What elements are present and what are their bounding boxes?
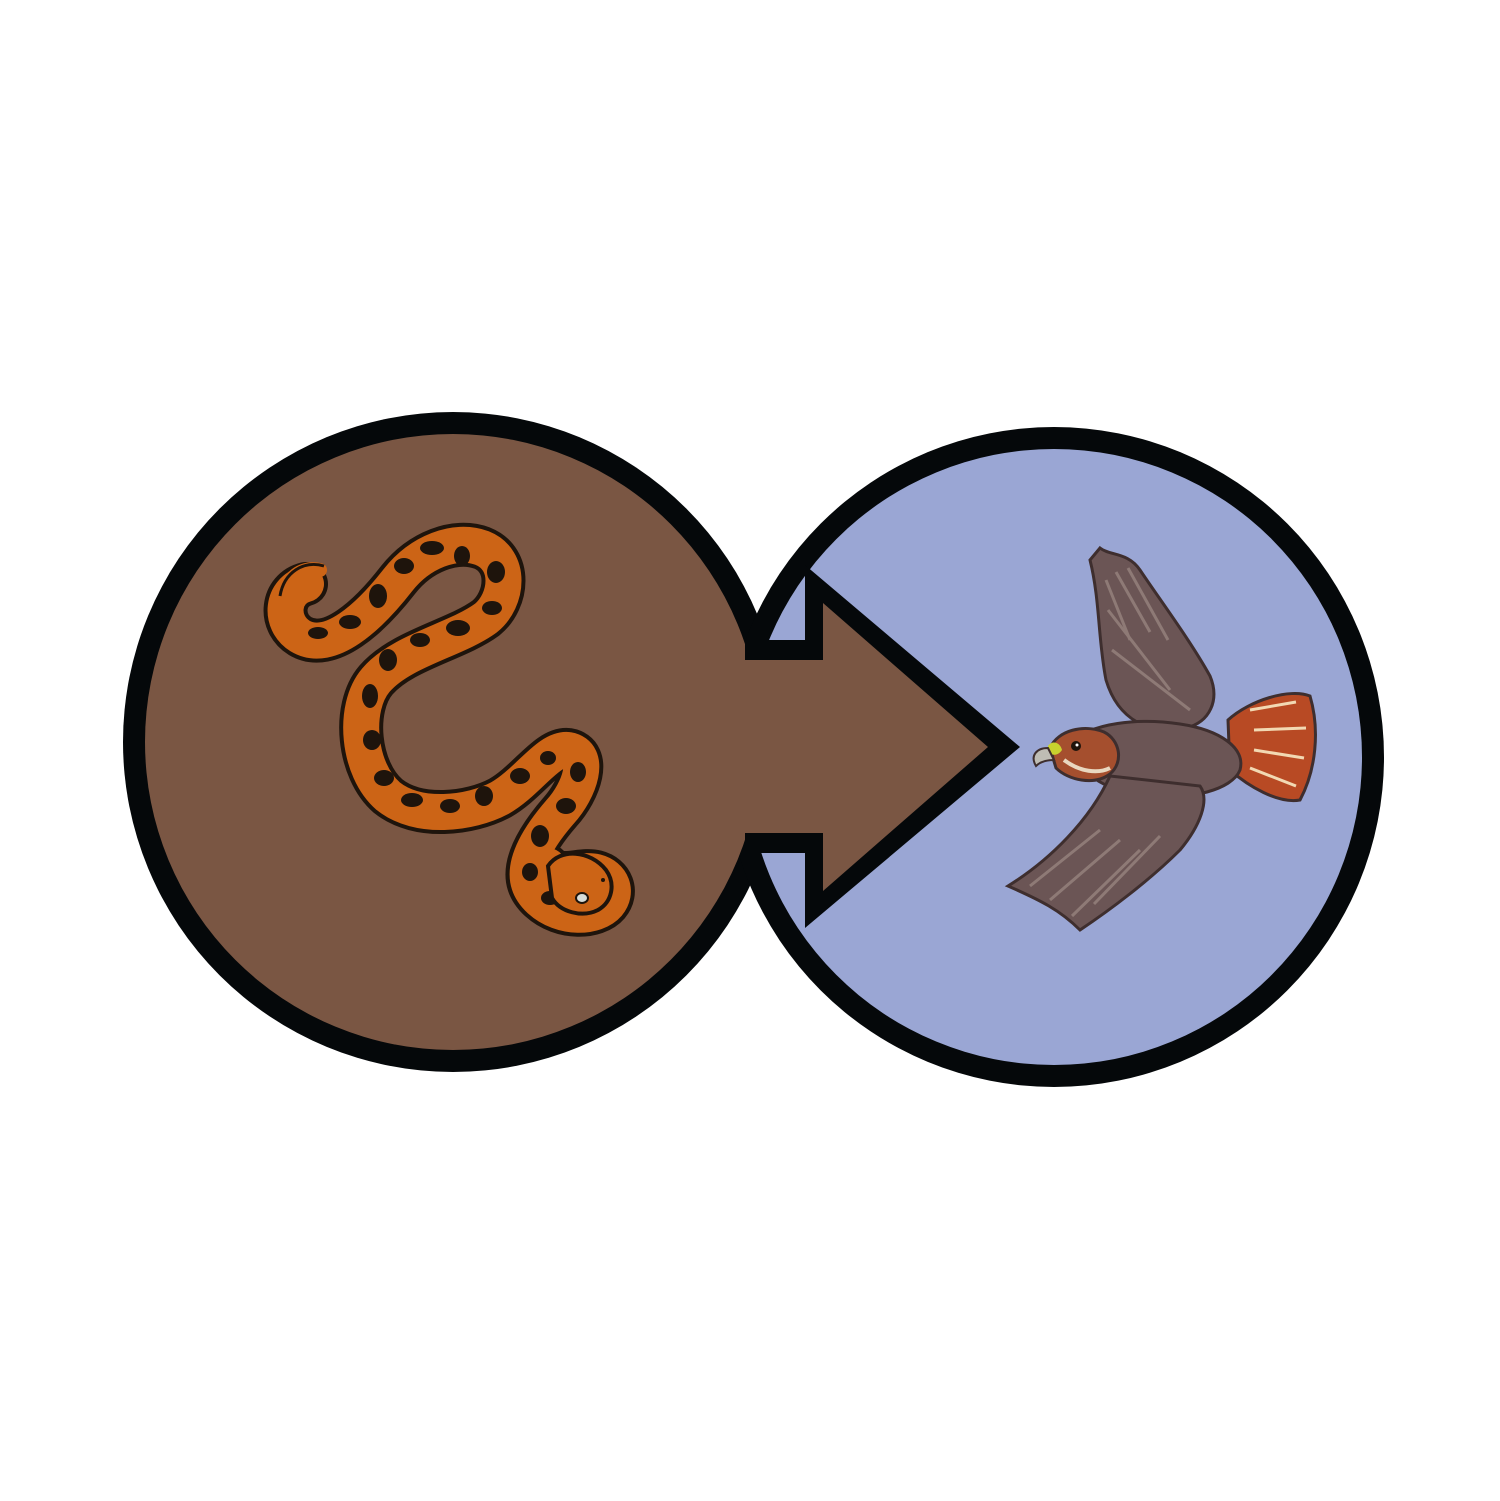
arrow — [740, 565, 1020, 928]
snake-icon — [263, 522, 635, 937]
hawk-icon — [1004, 545, 1317, 932]
